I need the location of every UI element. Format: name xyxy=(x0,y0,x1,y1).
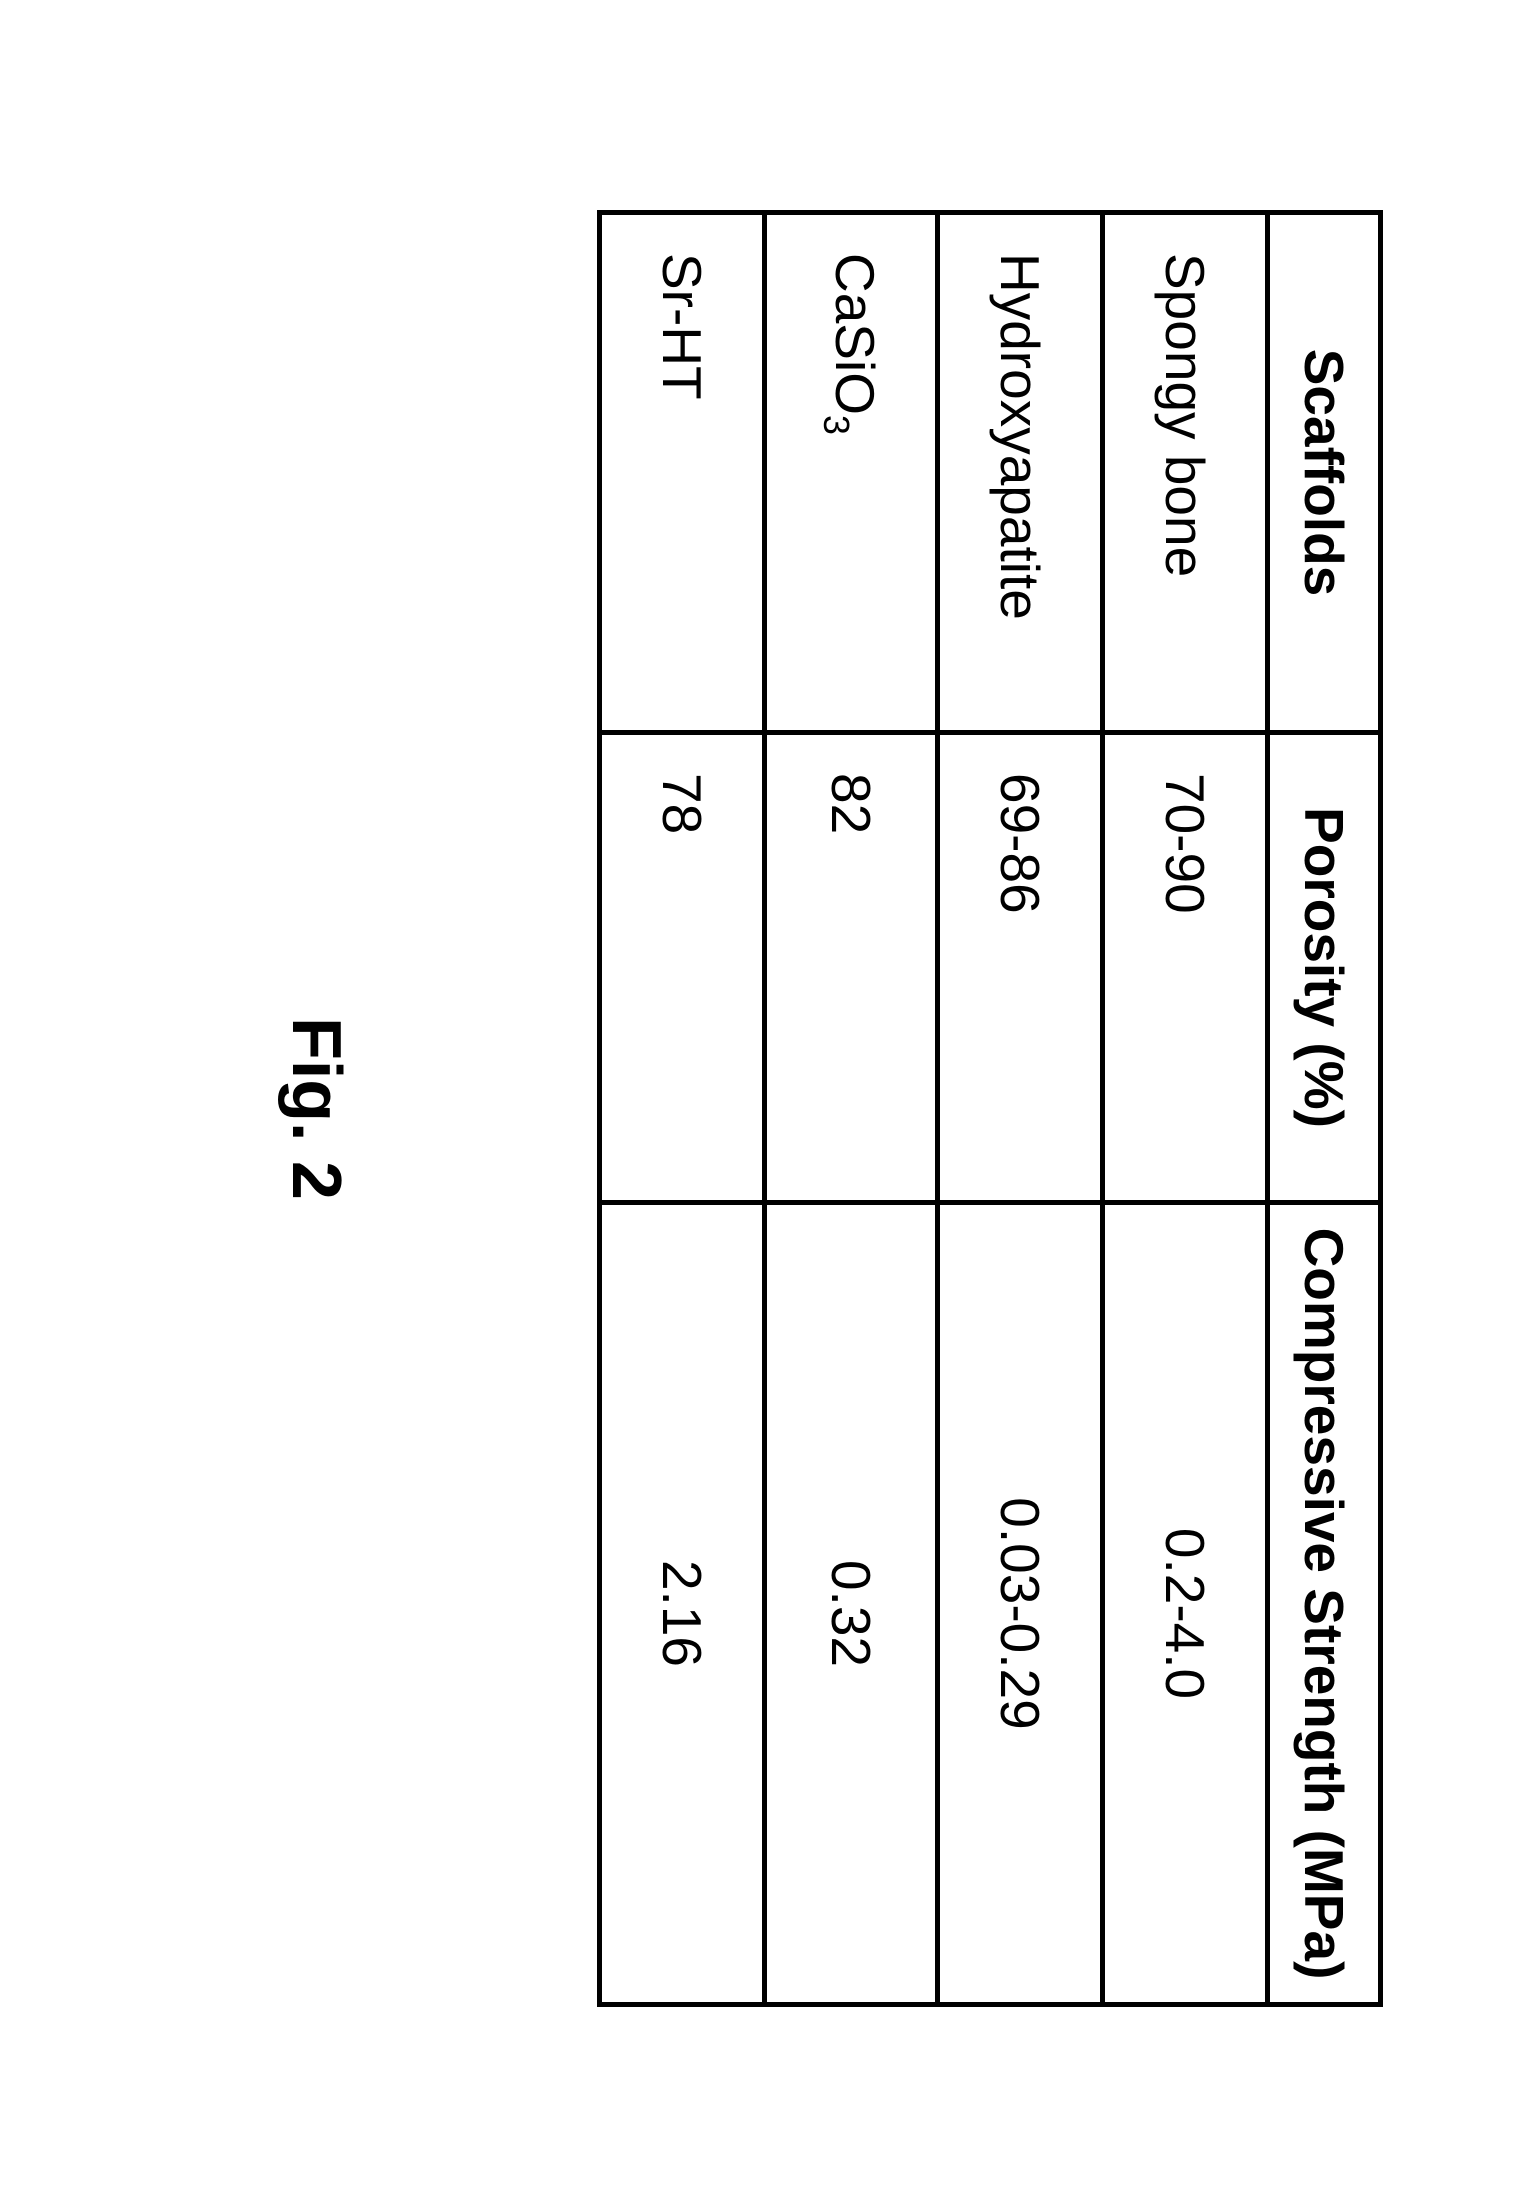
figure-caption: Fig. 2 xyxy=(277,210,357,2007)
cell-porosity: 78 xyxy=(600,733,765,1203)
cell-scaffold: Sr-HT xyxy=(600,213,765,733)
table-row: Spongy bone 70-90 0.2-4.0 xyxy=(1103,213,1268,2005)
table-row: Hydroxyapatite 69-86 0.03-0.29 xyxy=(938,213,1103,2005)
table-header-row: Scaffolds Porosity (%) Compressive Stren… xyxy=(1268,213,1381,2005)
cell-strength: 0.03-0.29 xyxy=(938,1203,1103,2005)
cell-scaffold: CaSiO3 xyxy=(765,213,938,733)
scaffolds-table: Scaffolds Porosity (%) Compressive Stren… xyxy=(597,210,1383,2007)
cell-porosity: 82 xyxy=(765,733,938,1203)
cell-strength: 0.2-4.0 xyxy=(1103,1203,1268,2005)
table-row: CaSiO3 82 0.32 xyxy=(765,213,938,2005)
table-row: Sr-HT 78 2.16 xyxy=(600,213,765,2005)
header-porosity: Porosity (%) xyxy=(1268,733,1381,1203)
cell-porosity: 69-86 xyxy=(938,733,1103,1203)
header-scaffolds: Scaffolds xyxy=(1268,213,1381,733)
header-strength: Compressive Strength (MPa) xyxy=(1268,1203,1381,2005)
cell-strength: 0.32 xyxy=(765,1203,938,2005)
cell-scaffold: Hydroxyapatite xyxy=(938,213,1103,733)
cell-scaffold: Spongy bone xyxy=(1103,213,1268,733)
cell-strength: 2.16 xyxy=(600,1203,765,2005)
cell-porosity: 70-90 xyxy=(1103,733,1268,1203)
